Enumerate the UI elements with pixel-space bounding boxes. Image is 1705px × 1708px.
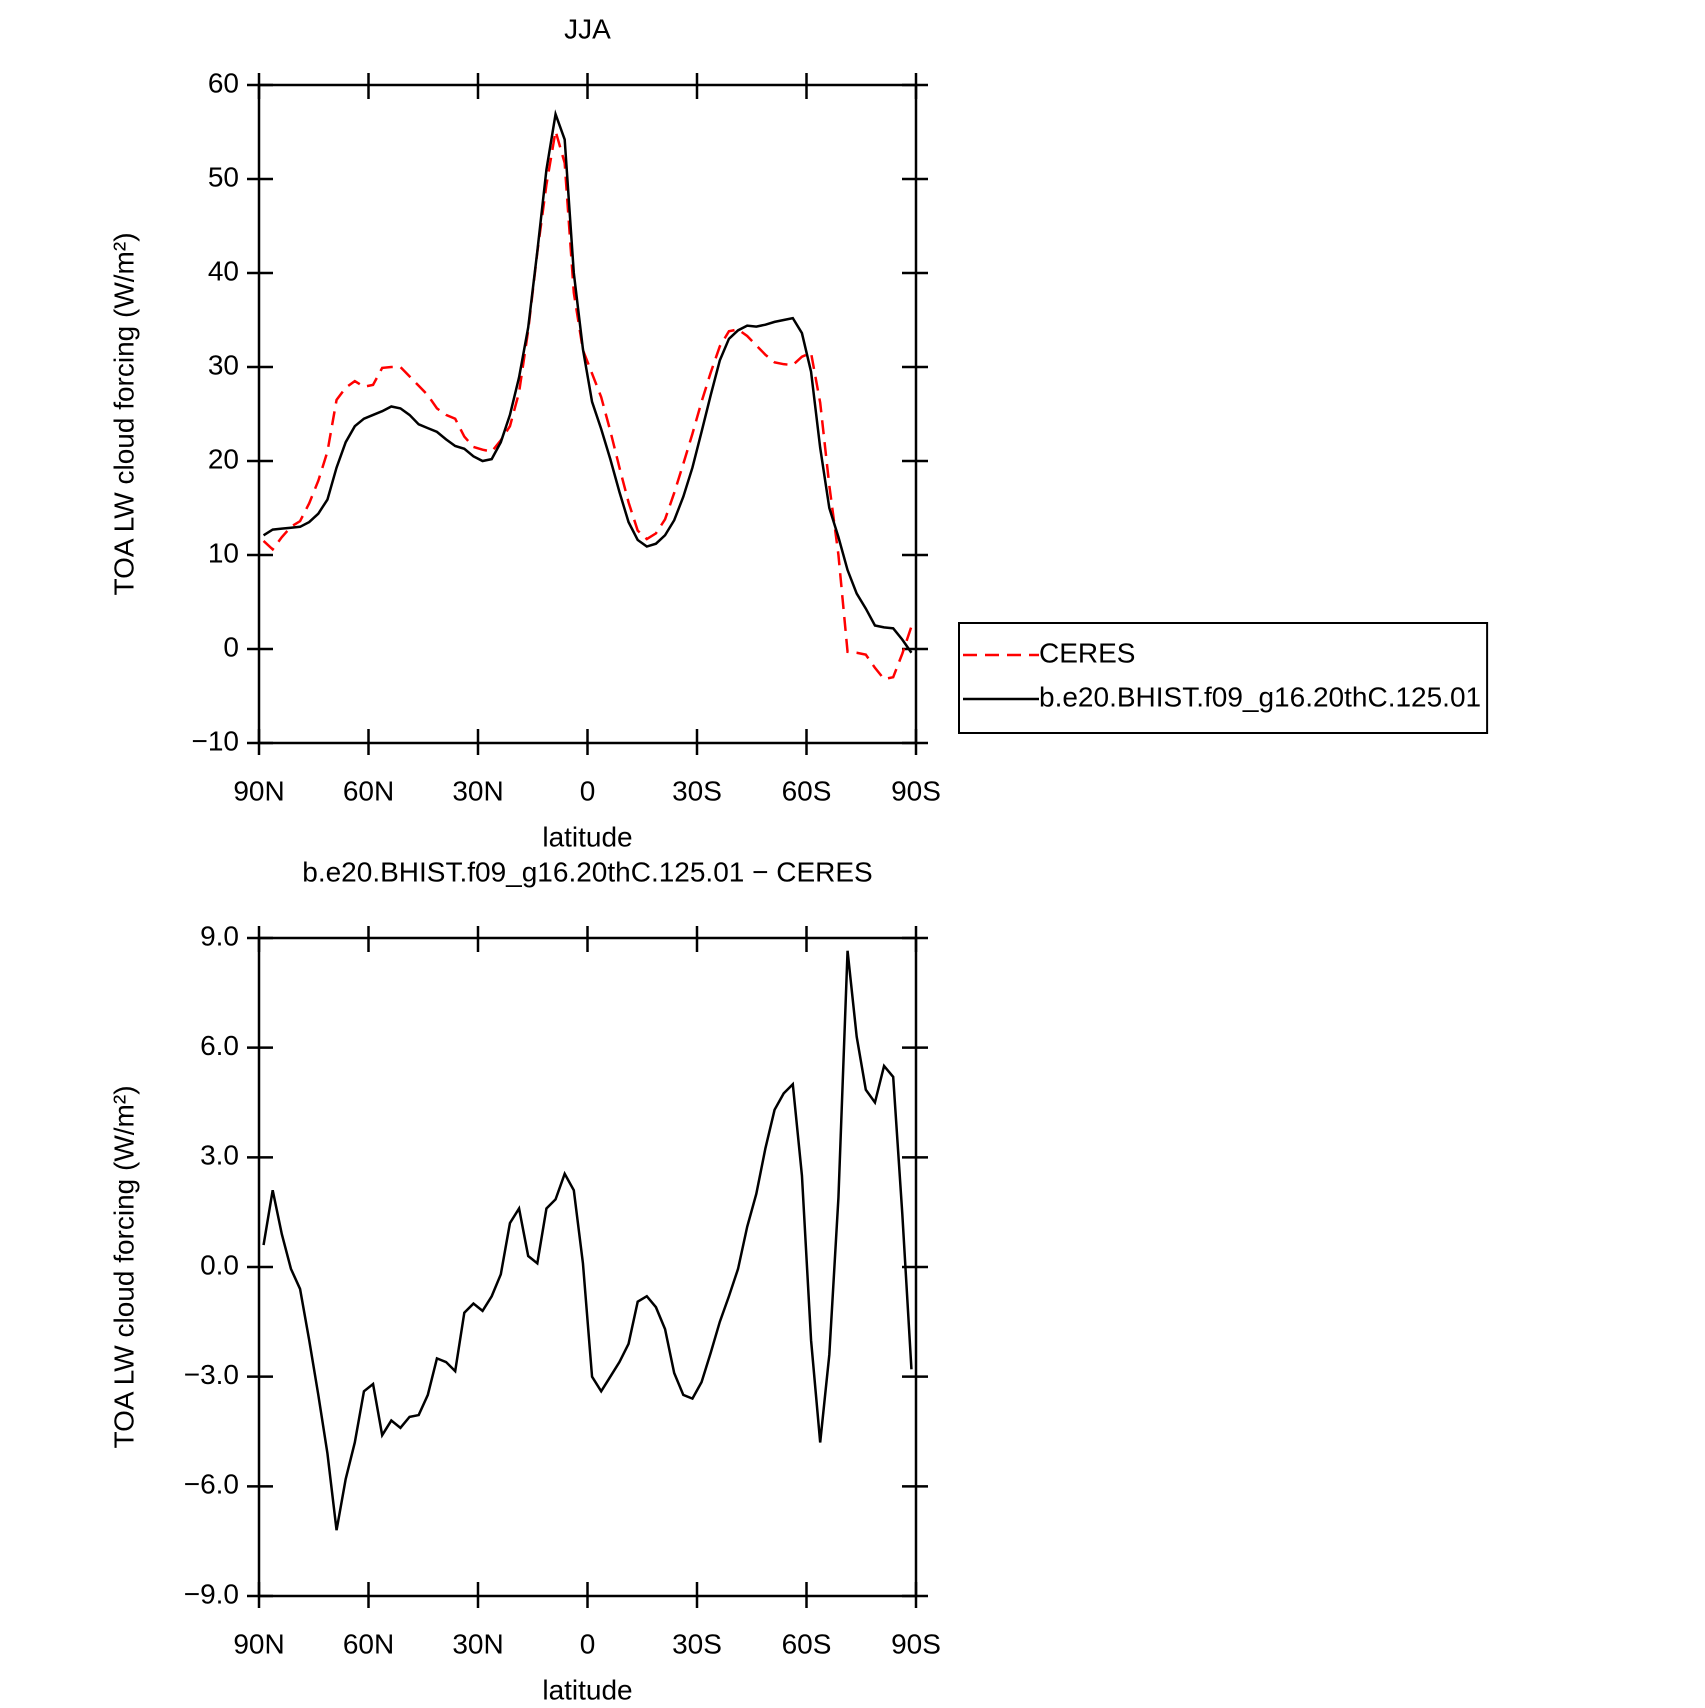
- y-tick-label: 50: [208, 161, 239, 192]
- plot-frame: [257, 83, 918, 745]
- legend-box: [958, 622, 1489, 734]
- data-line: [262, 950, 913, 1531]
- x-tick-label: 60S: [782, 775, 832, 806]
- y-tick-label: 9.0: [200, 920, 239, 951]
- y-tick-label: 40: [208, 255, 239, 286]
- x-tick-label: 90S: [891, 775, 941, 806]
- y-tick-label: 0: [223, 631, 239, 662]
- y-tick-label: −10: [192, 725, 240, 756]
- x-tick-label: 90S: [891, 1628, 941, 1659]
- legend-label: b.e20.BHIST.f09_g16.20thC.125.01: [1039, 681, 1481, 712]
- y-tick-label: 30: [208, 349, 239, 380]
- data-line: [262, 130, 913, 681]
- x-tick-label: 90N: [233, 1628, 284, 1659]
- x-tick-label: 30N: [452, 1628, 503, 1659]
- x-tick-label: 30N: [452, 775, 503, 806]
- y-tick-label: 6.0: [200, 1030, 239, 1061]
- x-tick-label: 90N: [233, 775, 284, 806]
- legend: CERES b.e20.BHIST.f09_g16.20thC.125.01: [958, 622, 1489, 734]
- x-axis-label: latitude: [542, 1674, 632, 1705]
- y-tick-label: 20: [208, 443, 239, 474]
- y-tick-label: 0.0: [200, 1249, 239, 1280]
- y-axis-label: TOA LW cloud forcing (W/m²): [108, 1085, 139, 1448]
- y-tick-label: −6.0: [184, 1469, 239, 1500]
- y-tick-label: −3.0: [184, 1359, 239, 1390]
- y-tick-label: 3.0: [200, 1140, 239, 1171]
- y-tick-label: 60: [208, 67, 239, 98]
- x-tick-label: 30S: [672, 775, 722, 806]
- x-tick-label: 0: [580, 1628, 596, 1659]
- chart-title: JJA: [564, 13, 611, 44]
- x-axis-label: latitude: [542, 821, 632, 852]
- x-tick-label: 0: [580, 775, 596, 806]
- x-tick-label: 60N: [343, 775, 394, 806]
- x-tick-label: 60S: [782, 1628, 832, 1659]
- x-tick-label: 30S: [672, 1628, 722, 1659]
- chart-title: b.e20.BHIST.f09_g16.20thC.125.01 − CERES: [302, 856, 873, 887]
- data-line: [262, 109, 913, 654]
- plot-frame: [257, 936, 918, 1598]
- legend-label: CERES: [1039, 637, 1135, 668]
- y-tick-label: −9.0: [184, 1578, 239, 1609]
- y-tick-label: 10: [208, 537, 239, 568]
- y-axis-label: TOA LW cloud forcing (W/m²): [108, 232, 139, 595]
- x-tick-label: 60N: [343, 1628, 394, 1659]
